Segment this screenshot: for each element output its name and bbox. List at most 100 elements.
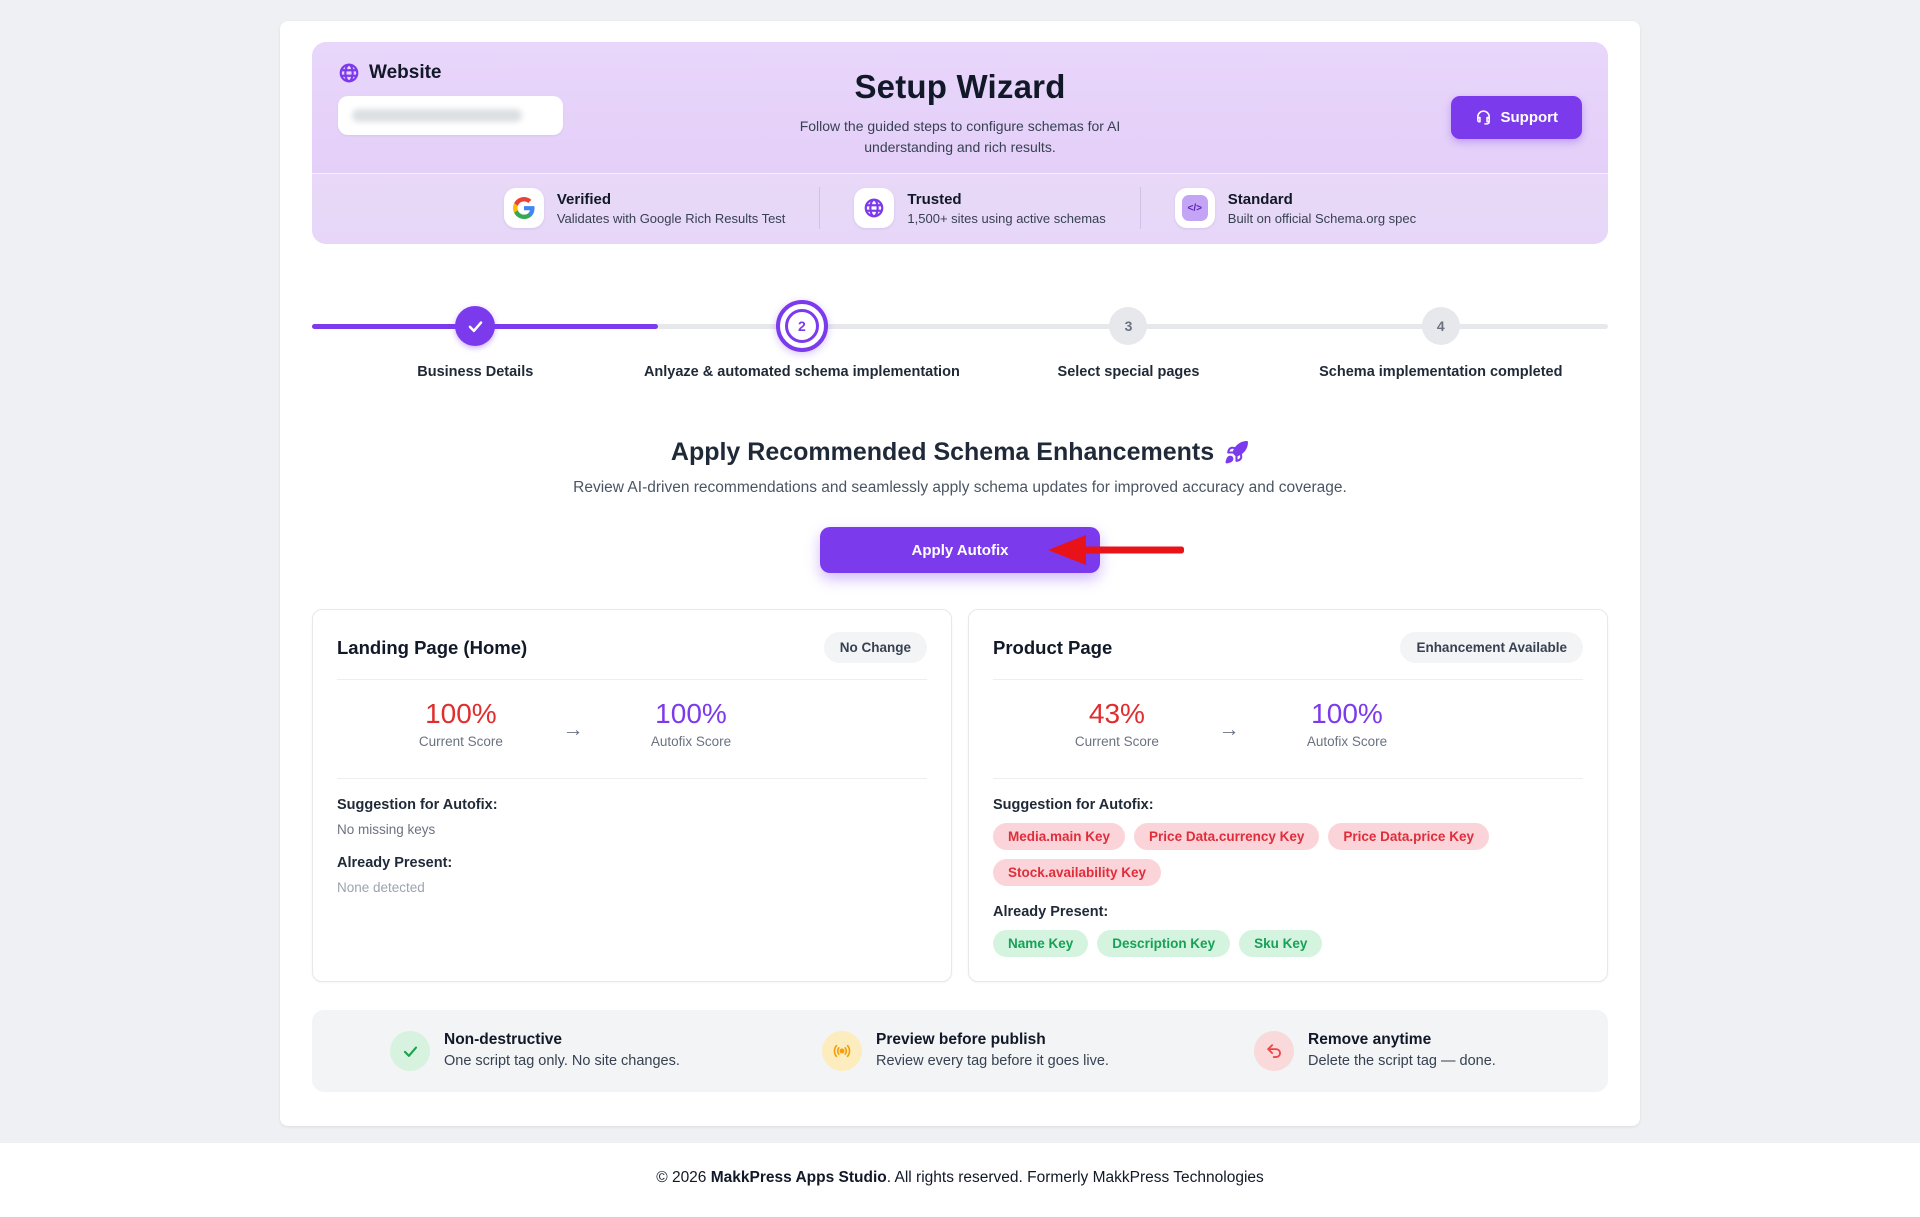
badge-title: Standard [1227,190,1293,208]
current-score-value: 100% [425,698,497,729]
suggestion-chips: Media.main Key Price Data.currency Key P… [993,823,1583,886]
present-title: Already Present: [993,904,1109,920]
score-band: 100% Current Score → 100% Autofix Score [337,679,927,779]
step-2-circle[interactable]: 2 [775,300,828,352]
missing-key-chip: Media.main Key [993,823,1126,850]
brand-name: MakkPress Apps Studio [710,1169,887,1186]
main-card: Website Setup Wizard Follow the guided s… [280,21,1640,1126]
reassurance-bar: Non-destructive One script tag only. No … [312,1010,1608,1092]
divider [1139,187,1141,229]
missing-key-chip: Price Data.price Key [1328,823,1489,850]
card-title: Landing Page (Home) [337,636,528,658]
headset-icon [1475,109,1492,126]
step-2-label: Anlyaze & automated schema implementatio… [643,364,960,380]
info-preview-before-publish: Preview before publish Review every tag … [744,1031,1176,1071]
section-subtitle: Review AI-driven recommendations and sea… [573,479,1347,496]
section-title: Apply Recommended Schema Enhancements [670,438,1215,466]
current-score-label: Current Score [418,734,503,749]
progress-stepper: 2 3 4 Business Details Anlyaze & automat… [312,300,1608,398]
page-title: Setup Wizard [854,68,1066,105]
card-title: Product Page [993,636,1113,658]
badge-subtitle: Built on official Schema.org spec [1227,210,1417,226]
rocket-icon [1224,440,1249,465]
info-title: Remove anytime [1308,1031,1432,1048]
copyright-suffix: . All rights reserved. Formerly MakkPres… [886,1169,1264,1186]
badge-title: Verified [556,190,612,208]
info-non-destructive: Non-destructive One script tag only. No … [312,1031,744,1071]
badge-trusted: Trusted 1,500+ sites using active schema… [820,188,1139,228]
info-title: Preview before publish [876,1031,1046,1048]
score-band: 43% Current Score → 100% Autofix Score [993,679,1583,779]
check-icon [390,1031,430,1071]
current-score-label: Current Score [1074,734,1159,749]
step-3-label: Select special pages [1057,364,1200,380]
code-icon: </> [1174,188,1215,228]
autofix-score-value: 100% [1311,698,1383,729]
support-button[interactable]: Support [1450,96,1582,139]
badge-title: Trusted [907,190,962,208]
info-remove-anytime: Remove anytime Delete the script tag — d… [1176,1031,1608,1071]
suggestion-title: Suggestion for Autofix: [993,797,1154,813]
divider [819,187,821,229]
suggestion-title: Suggestion for Autofix: [337,797,498,813]
apply-autofix-button[interactable]: Apply Autofix [820,527,1100,573]
cta-row: Apply Autofix [312,527,1608,573]
globe-icon [854,188,895,228]
copyright-prefix: © 2026 [656,1169,711,1186]
suggestion-empty-text: No missing keys [337,822,436,837]
info-subtitle: Review every tag before it goes live. [876,1053,1109,1069]
missing-key-chip: Stock.availability Key [993,859,1162,886]
section-head: Apply Recommended Schema Enhancements Re… [312,438,1608,497]
redacted-url-value [352,109,522,122]
step-4-circle[interactable]: 4 [1421,307,1460,345]
landing-page-card: Landing Page (Home) No Change 100% Curre… [312,609,952,982]
page-subtitle: Follow the guided steps to configure sch… [799,118,1121,155]
badge-subtitle: Validates with Google Rich Results Test [556,210,786,226]
present-chips: Name Key Description Key Sku Key [993,930,1583,957]
step-1-circle[interactable] [455,306,496,346]
badge-standard: </> Standard Built on official Schema.or… [1141,188,1450,228]
undo-icon [1254,1031,1294,1071]
website-label: Website [369,62,442,83]
google-g-icon [503,188,544,228]
badge-subtitle: 1,500+ sites using active schemas [907,210,1106,226]
footer: © 2026 MakkPress Apps Studio. All rights… [0,1143,1920,1217]
broadcast-icon [822,1031,862,1071]
autofix-score-label: Autofix Score [650,734,732,749]
stepper-track [312,324,1608,329]
missing-key-chip: Price Data.currency Key [1134,823,1320,850]
right-arrow-icon: → [1218,718,1240,741]
info-subtitle: Delete the script tag — done. [1308,1053,1496,1069]
badge-verified: Verified Validates with Google Rich Resu… [470,188,820,228]
trust-badges-row: Verified Validates with Google Rich Resu… [312,173,1608,244]
status-badge: No Change [823,632,927,663]
website-url-field[interactable] [338,96,563,135]
hero-header: Website Setup Wizard Follow the guided s… [312,42,1608,244]
present-empty-text: None detected [337,880,425,895]
hero-top: Website Setup Wizard Follow the guided s… [312,42,1608,173]
present-title: Already Present: [337,855,453,871]
annotation-arrow-icon [1048,532,1184,568]
step-number: 4 [1421,307,1460,345]
autofix-score-label: Autofix Score [1306,734,1388,749]
step-4-label: Schema implementation completed [1319,364,1563,380]
result-cards: Landing Page (Home) No Change 100% Curre… [312,609,1608,982]
info-subtitle: One script tag only. No site changes. [444,1053,680,1069]
right-arrow-icon: → [562,718,584,741]
status-badge: Enhancement Available [1400,632,1583,663]
website-block: Website [338,62,563,158]
current-score-value: 43% [1088,698,1145,729]
step-1-label: Business Details [417,364,534,380]
product-page-card: Product Page Enhancement Available 43% C… [968,609,1608,982]
support-label: Support [1500,109,1559,126]
present-key-chip: Name Key [993,930,1089,957]
step-number: 2 [784,309,819,343]
present-key-chip: Description Key [1097,930,1231,957]
check-icon [466,317,485,336]
info-title: Non-destructive [444,1031,562,1048]
present-key-chip: Sku Key [1239,930,1323,957]
step-3-circle[interactable]: 3 [1109,307,1148,345]
step-number: 3 [1109,307,1148,345]
globe-icon [338,62,360,84]
